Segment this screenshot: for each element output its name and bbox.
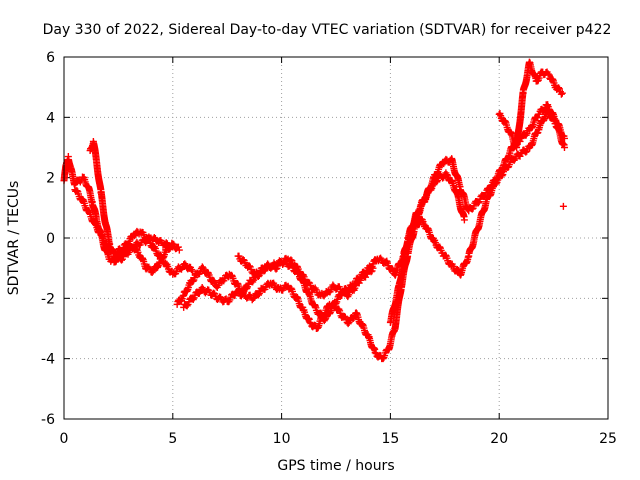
x-tick-label: 15 [381, 431, 399, 447]
y-tick-label: 6 [46, 50, 55, 66]
data-point-interp [244, 280, 252, 288]
x-tick-label: 20 [490, 431, 508, 447]
x-tick-label: 25 [599, 431, 617, 447]
data-point-interp [181, 260, 189, 268]
data-point-interp [335, 305, 343, 313]
data-point-interp [544, 70, 552, 78]
data-point-interp [433, 178, 441, 186]
data-point-interp [349, 314, 357, 322]
data-point-interp [154, 263, 162, 271]
y-tick-label: -2 [41, 291, 55, 307]
data-point-interp [338, 291, 346, 299]
data-point-interp [73, 187, 81, 195]
chart-title: Day 330 of 2022, Sidereal Day-to-day VTE… [43, 22, 612, 38]
data-point [560, 134, 568, 142]
data-point-interp [243, 284, 251, 292]
data-point [558, 89, 566, 97]
data-point-interp [124, 241, 132, 249]
data-point-interp [245, 262, 253, 270]
x-axis-label: GPS time / hours [277, 458, 394, 474]
data-point [175, 246, 183, 254]
data-point-interp [480, 193, 488, 201]
data-point-interp [150, 234, 158, 242]
data-point [188, 267, 196, 275]
data-point-interp [189, 277, 197, 285]
data-point-interp [133, 245, 141, 253]
data-point-interp [183, 302, 191, 310]
data-point-interp [156, 251, 164, 259]
data-point-interp [474, 199, 482, 207]
data-point-interp [228, 271, 236, 279]
axis-ticks: 0 5 10 15 20 25 -6 -4 -2 0 2 4 6 [41, 50, 617, 447]
y-tick-label: 0 [46, 231, 55, 247]
data-point-interp [179, 292, 187, 300]
x-tick-label: 5 [168, 431, 177, 447]
data-point [382, 258, 390, 266]
plot-frame [63, 56, 609, 420]
data-point-interp [486, 185, 494, 193]
data-point [559, 202, 567, 210]
x-tick-label: 10 [273, 431, 291, 447]
data-point-interp [555, 84, 563, 92]
data-point-interp [436, 243, 444, 251]
data-point-interp [287, 284, 295, 292]
data-point [560, 144, 568, 151]
data-point-interp [379, 355, 387, 363]
x-tick-label: 0 [60, 431, 69, 447]
data-point [71, 180, 79, 188]
data-point-interp [151, 243, 159, 251]
data-point [495, 110, 503, 118]
data-point-interp [287, 260, 295, 268]
y-axis-label: SDTVAR / TECUs [6, 181, 22, 296]
data-point-interp [148, 269, 156, 277]
data-point [371, 349, 379, 357]
data-point-interp [510, 156, 518, 164]
data-point-interp [255, 291, 263, 299]
data-point-interp [557, 90, 565, 98]
data-point-interp [198, 284, 206, 292]
data-points [60, 58, 568, 363]
data-point [460, 216, 468, 224]
y-tick-label: -6 [41, 412, 55, 428]
y-tick-label: 4 [46, 110, 55, 126]
y-tick-label: -4 [41, 352, 55, 368]
y-tick-label: 2 [46, 171, 55, 187]
data-point-interp [254, 270, 262, 278]
data-point [306, 318, 314, 326]
data-point-interp [317, 309, 325, 317]
data-point [162, 261, 170, 269]
